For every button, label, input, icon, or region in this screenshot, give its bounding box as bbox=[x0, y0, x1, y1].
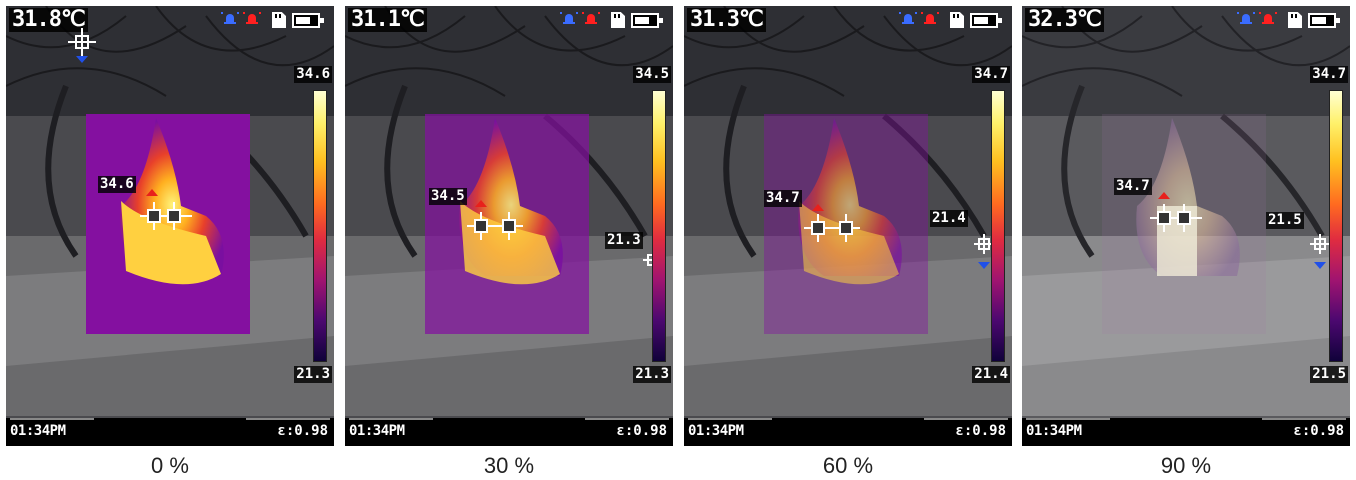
alarm-blue-icon bbox=[560, 12, 578, 24]
temperature-scale-bar bbox=[991, 90, 1005, 362]
battery-icon bbox=[631, 13, 663, 28]
status-icons bbox=[557, 12, 669, 28]
cold-spot-label: 21.3 bbox=[605, 232, 643, 249]
emissivity-value: ε:0.98 bbox=[1293, 423, 1344, 439]
sd-card-icon bbox=[611, 12, 625, 28]
scale-min-label: 21.3 bbox=[633, 366, 671, 383]
alarm-blue-icon bbox=[899, 12, 917, 24]
cold-spot-marker bbox=[76, 56, 88, 63]
bottom-status-bar: 01:34PM ε:0.98 bbox=[345, 418, 673, 446]
bottom-status-bar: 01:34PM ε:0.98 bbox=[684, 418, 1012, 446]
crosshair-icon bbox=[467, 212, 523, 240]
scale-max-label: 34.5 bbox=[633, 66, 671, 83]
emissivity-value: ε:0.98 bbox=[277, 423, 328, 439]
cold-spot-label: 21.5 bbox=[1266, 212, 1304, 229]
alarm-blue-icon bbox=[221, 12, 239, 24]
hot-spot-marker bbox=[1158, 192, 1170, 199]
center-temperature: 31.8℃ bbox=[9, 8, 88, 32]
sd-card-icon bbox=[950, 12, 964, 28]
center-temperature: 31.1℃ bbox=[348, 8, 427, 32]
status-icons bbox=[218, 12, 330, 28]
blend-caption-0: 0 % bbox=[151, 453, 189, 478]
center-temperature: 31.3℃ bbox=[687, 8, 766, 32]
hot-spot-label: 34.7 bbox=[1114, 178, 1152, 195]
top-status-bar: 31.1℃ bbox=[345, 6, 673, 34]
thermal-panel-0: 31.8℃ 34.6 34.6 21.3 01:34PM ε:0.98 bbox=[6, 6, 334, 446]
thermal-panel-1: 31.1℃ 34.5 21.3 34.5 21.3 01:34PM ε:0.98 bbox=[345, 6, 673, 446]
battery-icon bbox=[292, 13, 324, 28]
crosshair-icon bbox=[974, 234, 994, 254]
crosshair-icon bbox=[140, 202, 192, 230]
hot-spot-marker bbox=[812, 204, 824, 211]
alarm-red-icon bbox=[582, 12, 600, 24]
cold-spot-marker bbox=[1314, 262, 1326, 269]
clock-time: 01:34PM bbox=[1026, 423, 1082, 439]
thermal-panel-3: 32.3℃ 34.7 21.5 34.7 21.5 01:34PM ε:0.98 bbox=[1022, 6, 1350, 446]
top-status-bar: 32.3℃ bbox=[1022, 6, 1350, 34]
clock-time: 01:34PM bbox=[688, 423, 744, 439]
battery-icon bbox=[970, 13, 1002, 28]
status-icons bbox=[1234, 12, 1346, 28]
crosshair-icon bbox=[804, 214, 860, 242]
hot-spot-marker bbox=[475, 200, 487, 207]
temperature-scale-bar bbox=[1329, 90, 1343, 362]
emissivity-value: ε:0.98 bbox=[955, 423, 1006, 439]
clock-time: 01:34PM bbox=[10, 423, 66, 439]
thermal-panel-2: 31.3℃ 34.7 21.4 34.7 21.4 01:34PM ε:0.98 bbox=[684, 6, 1012, 446]
clock-time: 01:34PM bbox=[349, 423, 405, 439]
alarm-red-icon bbox=[243, 12, 261, 24]
temperature-scale-bar bbox=[313, 90, 327, 362]
crosshair-icon bbox=[68, 28, 96, 56]
scale-max-label: 34.7 bbox=[1310, 66, 1348, 83]
hot-spot-marker bbox=[146, 189, 158, 196]
cold-spot-marker bbox=[978, 262, 990, 269]
emissivity-value: ε:0.98 bbox=[616, 423, 667, 439]
crosshair-icon bbox=[1150, 204, 1202, 232]
bottom-status-bar: 01:34PM ε:0.98 bbox=[6, 418, 334, 446]
hot-spot-label: 34.7 bbox=[764, 190, 802, 207]
battery-icon bbox=[1308, 13, 1340, 28]
alarm-blue-icon bbox=[1237, 12, 1255, 24]
top-status-bar: 31.8℃ bbox=[6, 6, 334, 34]
status-icons bbox=[896, 12, 1008, 28]
sd-card-icon bbox=[1288, 12, 1302, 28]
scale-min-label: 21.5 bbox=[1310, 366, 1348, 383]
hot-spot-label: 34.5 bbox=[429, 188, 467, 205]
temperature-scale-bar bbox=[652, 90, 666, 362]
alarm-red-icon bbox=[921, 12, 939, 24]
top-status-bar: 31.3℃ bbox=[684, 6, 1012, 34]
blend-caption-1: 30 % bbox=[483, 453, 535, 478]
sd-card-icon bbox=[272, 12, 286, 28]
camera-scene bbox=[684, 6, 1012, 446]
scale-max-label: 34.6 bbox=[294, 66, 332, 83]
blend-caption-2: 60 % bbox=[822, 453, 874, 478]
blend-caption-3: 90 % bbox=[1160, 453, 1212, 478]
scale-max-label: 34.7 bbox=[972, 66, 1010, 83]
alarm-red-icon bbox=[1259, 12, 1277, 24]
center-temperature: 32.3℃ bbox=[1025, 8, 1104, 32]
camera-scene bbox=[1022, 6, 1350, 446]
cold-spot-label: 21.4 bbox=[930, 210, 968, 227]
scale-min-label: 21.3 bbox=[294, 366, 332, 383]
bottom-status-bar: 01:34PM ε:0.98 bbox=[1022, 418, 1350, 446]
scale-min-label: 21.4 bbox=[972, 366, 1010, 383]
crosshair-icon bbox=[1310, 234, 1330, 254]
hot-spot-label: 34.6 bbox=[98, 176, 136, 193]
